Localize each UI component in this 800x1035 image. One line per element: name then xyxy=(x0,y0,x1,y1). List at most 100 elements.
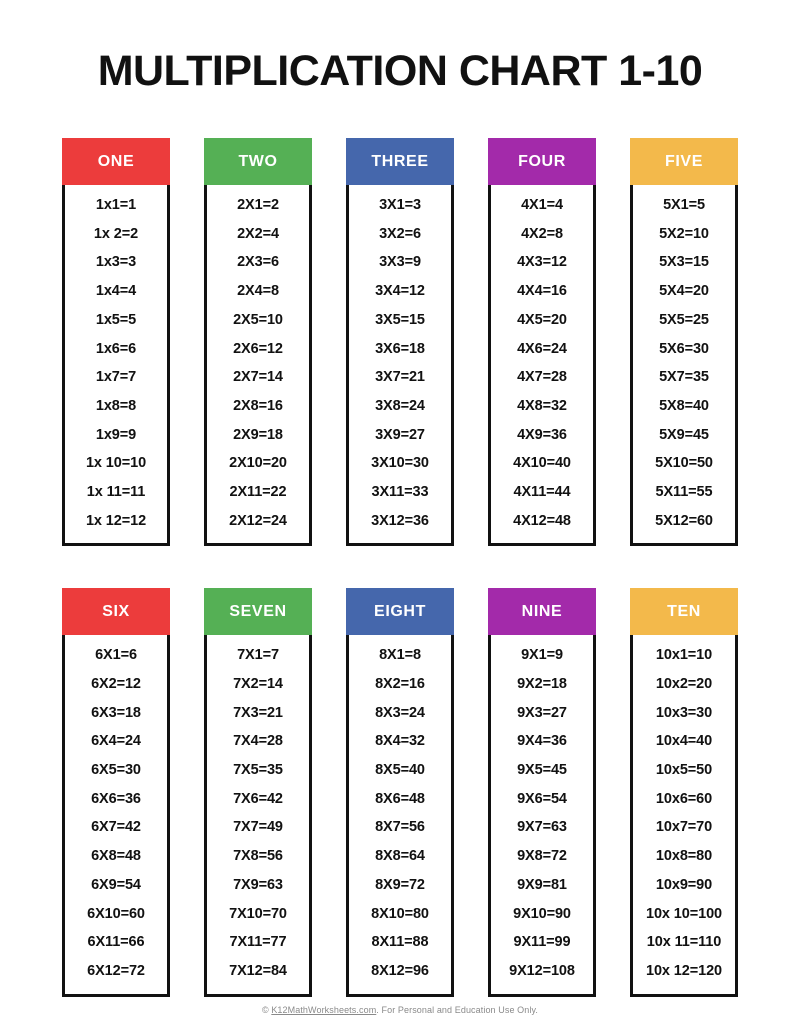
tables-row-top: ONE 1x1=1 1x 2=2 1x3=3 1x4=4 1x5=5 1x6=6 1x7=7 1… xyxy=(62,138,738,547)
fact-row: 8X4=32 xyxy=(375,733,425,750)
fact-row: 5X3=15 xyxy=(659,254,709,271)
fact-row: 10x2=20 xyxy=(655,676,713,693)
fact-row: 10x5=50 xyxy=(655,762,713,779)
table-header-five: FIVE xyxy=(630,138,738,185)
fact-row: 8X12=96 xyxy=(371,962,429,979)
fact-row: 10x9=90 xyxy=(655,876,713,893)
fact-row: 5X5=25 xyxy=(659,311,709,328)
fact-row: 4X8=32 xyxy=(517,397,567,414)
fact-row: 5X1=5 xyxy=(663,197,705,214)
fact-row: 9X12=108 xyxy=(509,962,575,979)
fact-row: 5X2=10 xyxy=(659,225,709,242)
fact-row: 2X1=2 xyxy=(237,197,279,214)
usage-notice: . For Personal and Education Use Only. xyxy=(376,1005,539,1015)
table-body-two: 2X1=2 2X2=4 2X3=6 2X4=8 2X5=10 2X6=12 2X7=14 2X… xyxy=(204,185,312,547)
table-body-eight: 8X1=8 8X2=16 8X3=24 8X4=32 8X5=40 8X6=48 8X7=5… xyxy=(346,635,454,997)
table-body-four: 4X1=4 4X2=8 4X3=12 4X4=16 4X5=20 4X6=24 4X7=28… xyxy=(488,185,596,547)
fact-row: 9X4=36 xyxy=(517,733,567,750)
fact-row: 1x 11=11 xyxy=(86,483,146,500)
fact-row: 9X2=18 xyxy=(517,676,567,693)
fact-row: 7X6=42 xyxy=(233,790,283,807)
fact-row: 3X11=33 xyxy=(371,483,429,500)
fact-row: 8X9=72 xyxy=(375,876,425,893)
table-card-nine: NINE 9X1=9 9X2=18 9X3=27 9X4=36 9X5=45 9X6=54 9… xyxy=(488,588,596,997)
fact-row: 2X8=16 xyxy=(233,397,283,414)
table-body-seven: 7X1=7 7X2=14 7X3=21 7X4=28 7X5=35 7X6=42 7X7=4… xyxy=(204,635,312,997)
table-card-ten: TEN 10x1=10 10x2=20 10x3=30 10x4=40 10x5=50 10… xyxy=(630,588,738,997)
fact-row: 9X5=45 xyxy=(517,762,567,779)
fact-row: 8X3=24 xyxy=(375,704,425,721)
fact-row: 2X7=14 xyxy=(233,369,283,386)
fact-row: 10x 11=110 xyxy=(646,934,722,951)
fact-row: 6X8=48 xyxy=(91,848,141,865)
fact-row: 3X8=24 xyxy=(375,397,425,414)
fact-row: 8X2=16 xyxy=(375,676,425,693)
fact-row: 4X12=48 xyxy=(513,512,571,529)
fact-row: 4X2=8 xyxy=(521,225,563,242)
fact-row: 2X2=4 xyxy=(237,225,279,242)
fact-row: 10x 12=120 xyxy=(645,962,722,979)
publisher-link[interactable]: K12MathWorksheets.com xyxy=(271,1005,377,1015)
fact-row: 10x6=60 xyxy=(655,790,713,807)
table-card-six: SIX 6X1=6 6X2=12 6X3=18 6X4=24 6X5=30 6X6=36 6X… xyxy=(62,588,170,997)
fact-row: 2X12=24 xyxy=(229,512,287,529)
fact-row: 1x3=3 xyxy=(95,254,137,271)
fact-row: 7X11=77 xyxy=(229,934,287,951)
fact-row: 1x9=9 xyxy=(95,426,137,443)
fact-row: 1x5=5 xyxy=(95,311,137,328)
fact-row: 5X8=40 xyxy=(659,397,709,414)
fact-row: 8X8=64 xyxy=(375,848,425,865)
fact-row: 5X11=55 xyxy=(655,483,713,500)
fact-row: 1x6=6 xyxy=(95,340,137,357)
fact-row: 1x8=8 xyxy=(95,397,137,414)
fact-row: 2X9=18 xyxy=(233,426,283,443)
fact-row: 4X5=20 xyxy=(517,311,567,328)
fact-row: 6X7=42 xyxy=(91,819,141,836)
fact-row: 5X10=50 xyxy=(655,455,713,472)
fact-row: 10x 10=100 xyxy=(645,905,722,922)
fact-row: 10x1=10 xyxy=(655,647,713,664)
fact-row: 1x7=7 xyxy=(95,369,137,386)
fact-row: 7X9=63 xyxy=(233,876,283,893)
fact-row: 3X3=9 xyxy=(379,254,421,271)
fact-row: 8X6=48 xyxy=(375,790,425,807)
fact-row: 9X6=54 xyxy=(517,790,567,807)
fact-row: 5X9=45 xyxy=(659,426,709,443)
fact-row: 7X2=14 xyxy=(233,676,283,693)
fact-row: 6X9=54 xyxy=(91,876,141,893)
table-header-four: FOUR xyxy=(488,138,596,185)
table-body-three: 3X1=3 3X2=6 3X3=9 3X4=12 3X5=15 3X6=18 3X7=21 3… xyxy=(346,185,454,547)
fact-row: 6X2=12 xyxy=(91,676,141,693)
table-body-nine: 9X1=9 9X2=18 9X3=27 9X4=36 9X5=45 9X6=54 9X7=6… xyxy=(488,635,596,997)
fact-row: 3X10=30 xyxy=(371,455,429,472)
fact-row: 7X7=49 xyxy=(233,819,283,836)
fact-row: 5X12=60 xyxy=(655,512,713,529)
table-card-one: ONE 1x1=1 1x 2=2 1x3=3 1x4=4 1x5=5 1x6=6 1x7=7 1… xyxy=(62,138,170,547)
fact-row: 3X4=12 xyxy=(375,283,425,300)
fact-row: 8X1=8 xyxy=(379,647,421,664)
fact-row: 3X1=3 xyxy=(379,197,421,214)
fact-row: 3X9=27 xyxy=(375,426,425,443)
fact-row: 6X12=72 xyxy=(87,962,145,979)
fact-row: 1x 2=2 xyxy=(93,225,139,242)
fact-row: 3X7=21 xyxy=(375,369,425,386)
fact-row: 1x4=4 xyxy=(95,283,137,300)
fact-row: 1x 10=10 xyxy=(85,455,147,472)
fact-row: 1x1=1 xyxy=(95,197,137,214)
fact-row: 1x 12=12 xyxy=(85,512,147,529)
copyright-symbol: © xyxy=(261,1005,269,1015)
fact-row: 5X6=30 xyxy=(659,340,709,357)
fact-row: 2X11=22 xyxy=(229,483,287,500)
fact-row: 10x3=30 xyxy=(655,704,713,721)
page-title: MULTIPLICATION CHART 1-10 xyxy=(97,47,703,95)
fact-row: 5X7=35 xyxy=(659,369,709,386)
fact-row: 7X4=28 xyxy=(233,733,283,750)
table-header-one: ONE xyxy=(62,138,170,185)
fact-row: 7X5=35 xyxy=(233,762,283,779)
table-card-five: FIVE 5X1=5 5X2=10 5X3=15 5X4=20 5X5=25 5X6=30 5… xyxy=(630,138,738,547)
fact-row: 7X3=21 xyxy=(233,704,283,721)
table-header-six: SIX xyxy=(62,588,170,636)
fact-row: 8X5=40 xyxy=(375,762,425,779)
fact-row: 3X6=18 xyxy=(375,340,425,357)
